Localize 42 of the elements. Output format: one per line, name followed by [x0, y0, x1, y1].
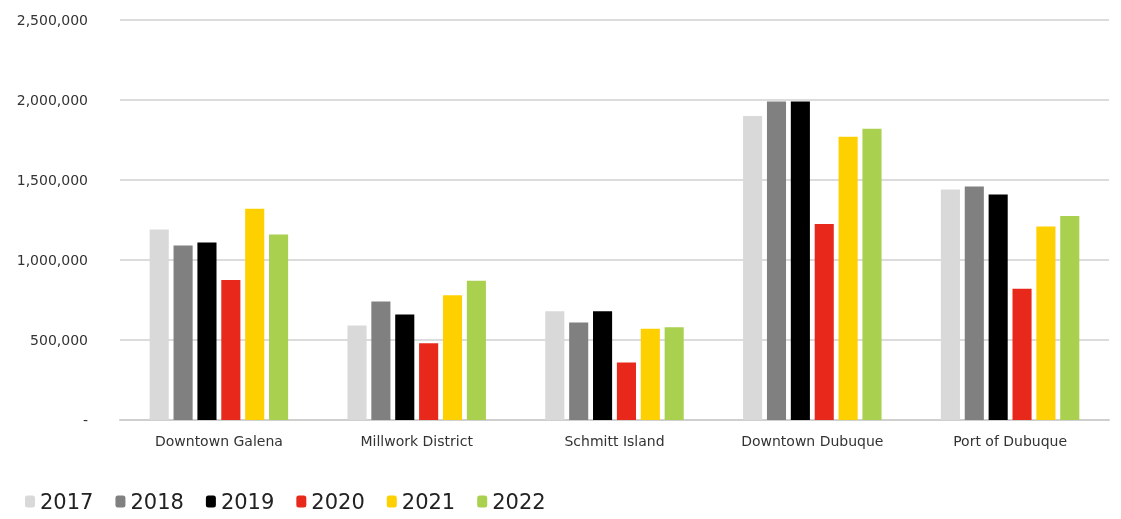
legend-label: 2020 — [311, 489, 365, 514]
legend-label: 2021 — [401, 489, 456, 514]
bar — [173, 245, 193, 420]
legend-label: 2019 — [220, 489, 275, 514]
bar — [640, 328, 660, 420]
bar — [466, 280, 486, 420]
bar — [197, 242, 217, 420]
bar — [1012, 288, 1032, 420]
bar — [221, 280, 241, 420]
bar — [766, 101, 787, 420]
bar — [616, 362, 636, 420]
y-tick-label: 500,000 — [30, 332, 88, 348]
bar — [862, 128, 882, 420]
x-tick-label: Downtown Galena — [154, 433, 283, 449]
x-tick-label: Millwork District — [360, 433, 474, 449]
bar — [964, 186, 984, 420]
legend-label: 2017 — [40, 489, 94, 514]
bar — [419, 343, 439, 420]
legend-label: 2018 — [130, 489, 184, 514]
y-tick-label: 1,500,000 — [16, 172, 88, 188]
x-tick-label: Schmitt Island — [564, 433, 665, 449]
bar — [1036, 226, 1056, 420]
bar — [790, 101, 810, 420]
bar — [814, 224, 834, 420]
bar — [664, 327, 684, 420]
bar — [593, 311, 613, 420]
y-tick-label: - — [82, 412, 88, 428]
bar — [988, 194, 1008, 420]
x-tick-label: Downtown Dubuque — [741, 433, 884, 449]
bar — [442, 295, 463, 420]
bar — [245, 208, 265, 420]
bar — [269, 234, 289, 420]
bar — [1060, 216, 1080, 420]
bar — [838, 136, 858, 420]
bar — [371, 301, 391, 420]
legend-label: 2022 — [492, 489, 546, 514]
y-tick-label: 2,000,000 — [16, 92, 88, 108]
x-tick-label: Port of Dubuque — [953, 433, 1068, 449]
bar — [569, 322, 589, 420]
y-tick-label: 2,500,000 — [16, 12, 88, 28]
y-tick-label: 1,000,000 — [16, 252, 88, 268]
bar — [395, 314, 415, 420]
